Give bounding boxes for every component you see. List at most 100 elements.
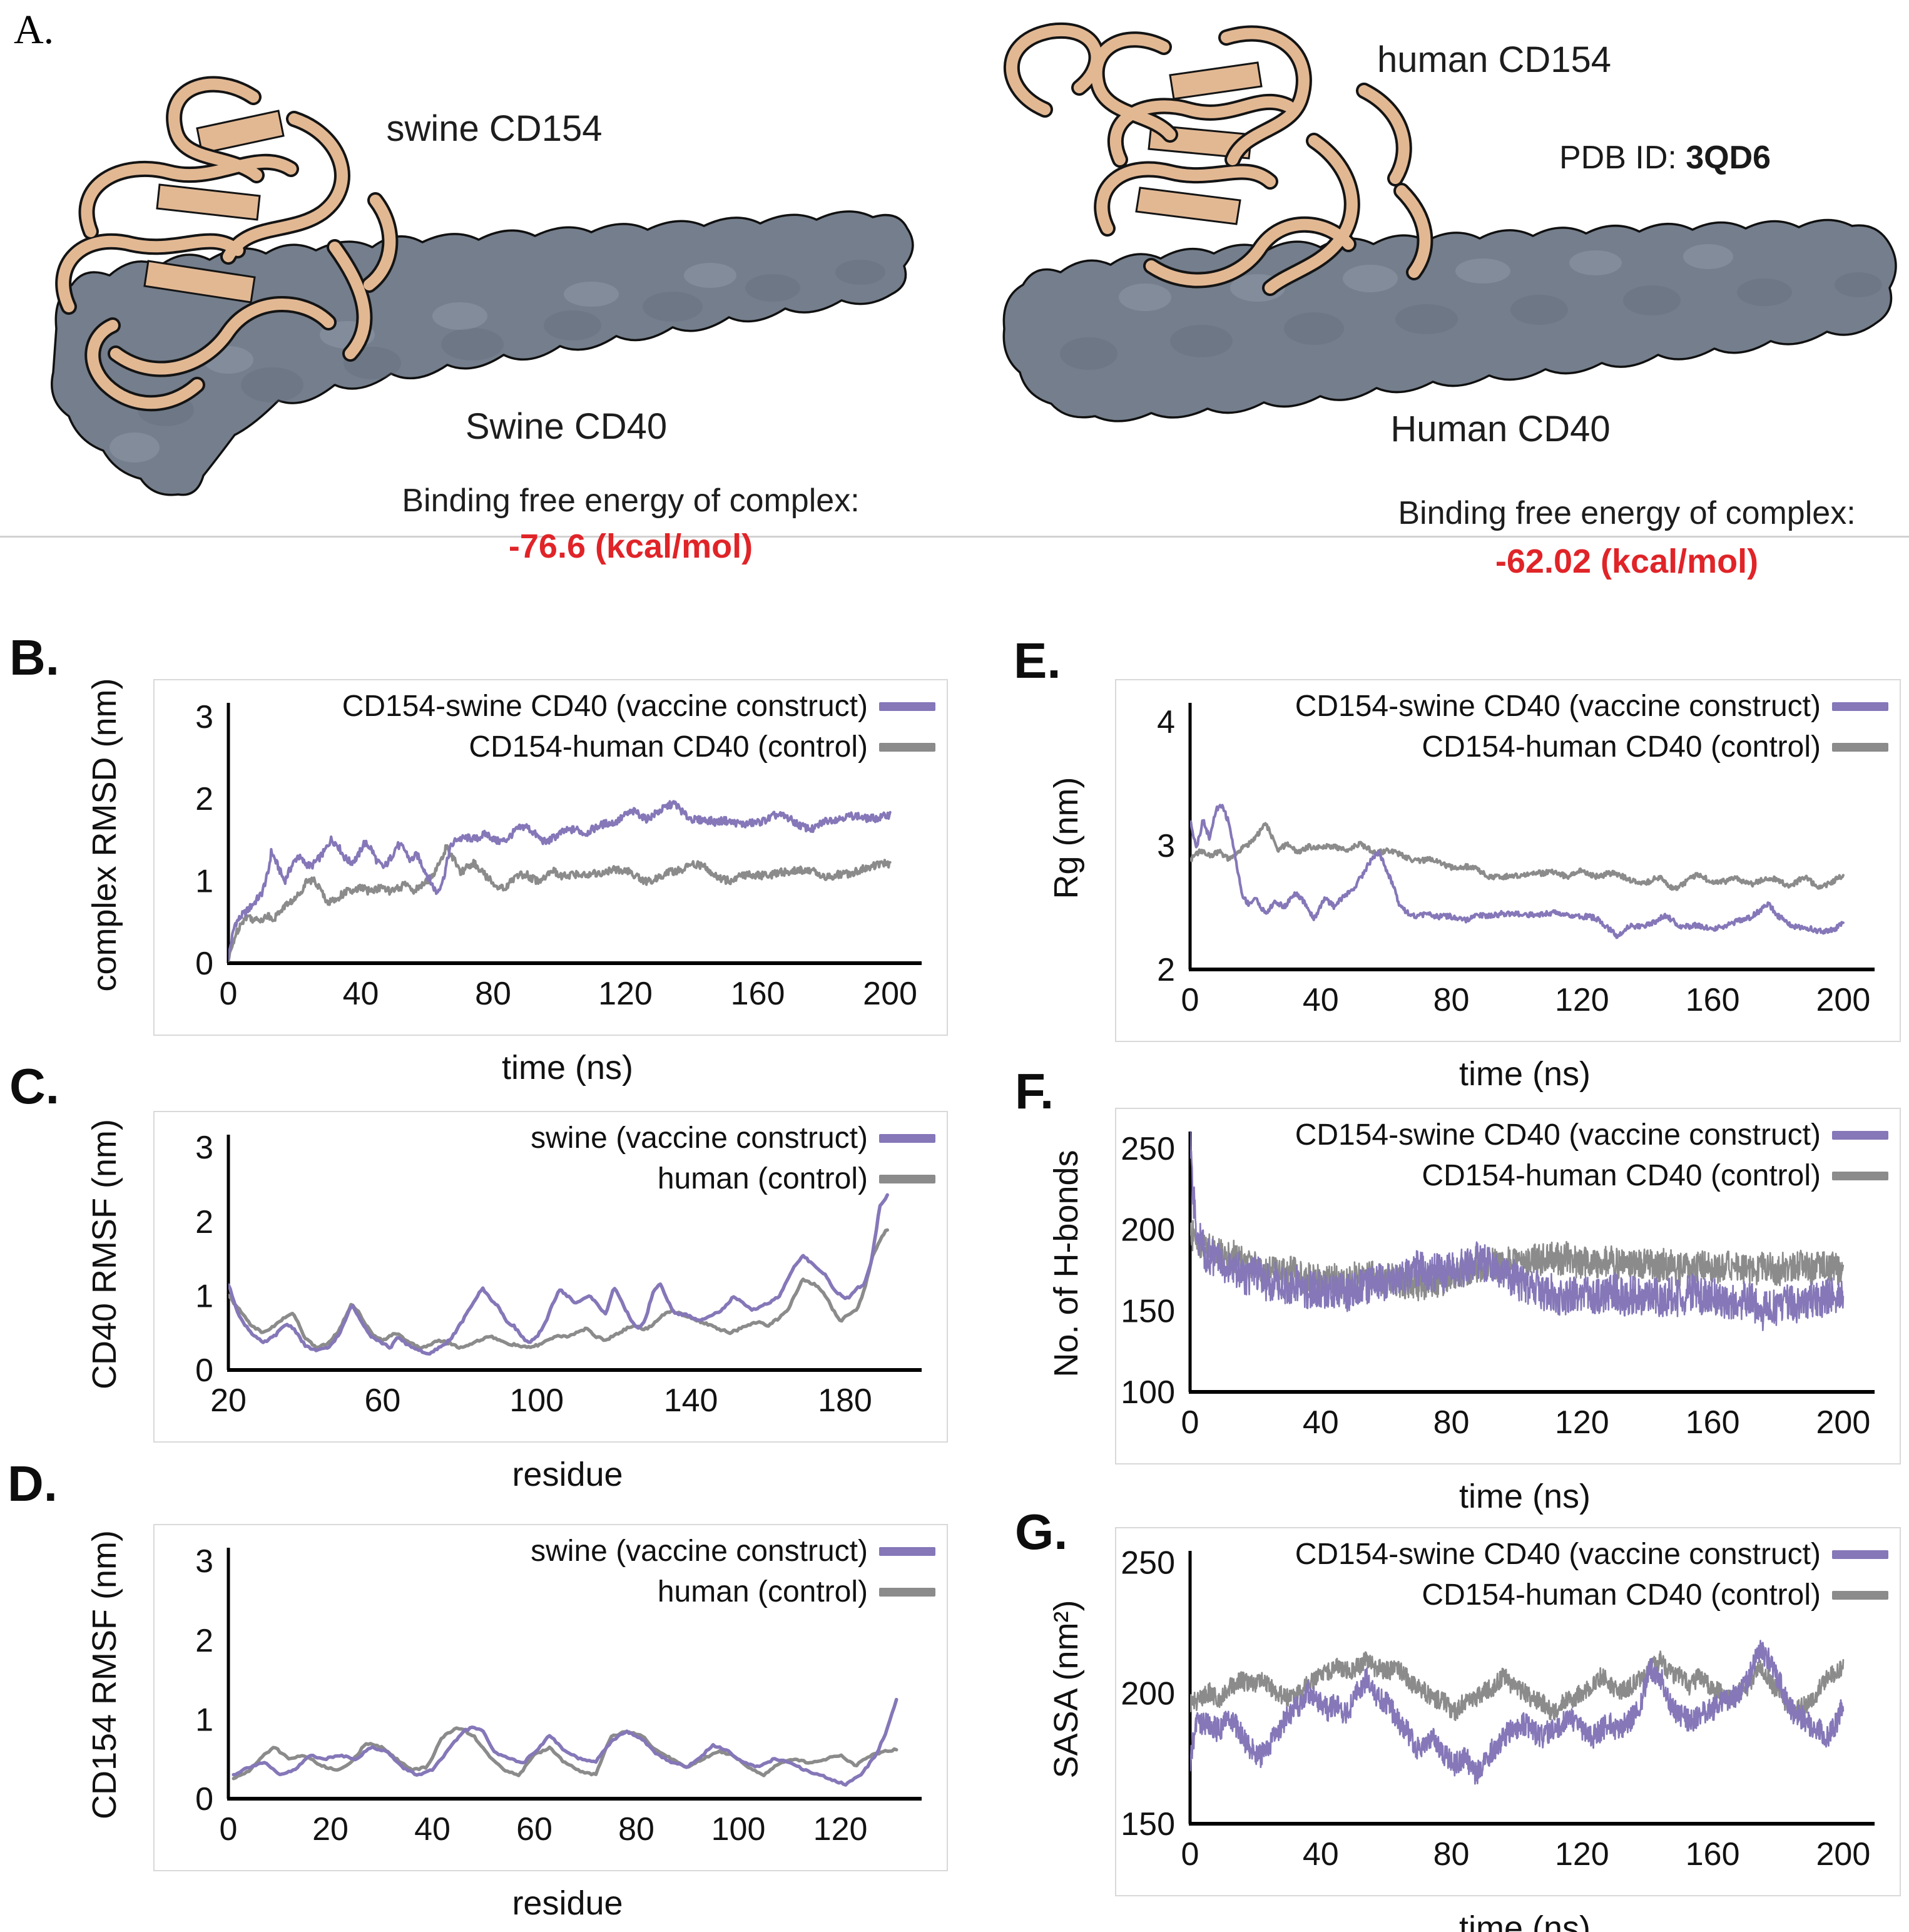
ribbon-tube-fill — [1221, 28, 1310, 165]
y-tick-label: 3 — [195, 1543, 213, 1580]
panel-d-letter: D. — [8, 1456, 58, 1511]
chart-rg: Rg (nm) 2 3 4 0 40 80 120 160 200 CD154-swine CD… — [1047, 679, 1901, 1093]
pdb-id-label: PDB ID: 3QD6 — [1559, 139, 1771, 176]
x-axis-title: time (ns) — [1458, 1909, 1591, 1932]
legend-swatch — [1832, 742, 1888, 752]
x-tick-label: 0 — [1181, 982, 1199, 1018]
y-tick-label: 3 — [195, 699, 213, 735]
legend-label: CD154-swine CD40 (vaccine construct) — [1295, 1538, 1821, 1571]
x-tick-label: 80 — [475, 976, 511, 1012]
y-axis-title: CD154 RMSF (nm) — [86, 1530, 123, 1820]
ribbon-tube-fill — [87, 320, 203, 409]
swine-cd154-label: swine CD154 — [386, 108, 603, 149]
y-tick-label: 0 — [195, 1352, 213, 1389]
human-complex-illustration — [1002, 22, 1897, 422]
ribbon-tube-fill — [329, 242, 370, 359]
plot-area: 0 1 2 3 20 60 100 140 180 — [195, 1130, 922, 1419]
legend-item: CD154-human CD40 (control) — [1422, 1158, 1888, 1193]
x-tick-label: 120 — [1555, 1404, 1609, 1441]
y-tick-label: 250 — [1121, 1131, 1175, 1167]
legend-label: human (control) — [657, 1575, 868, 1608]
binding-energy-caption-right: Binding free energy of complex: — [1398, 495, 1856, 531]
x-tick-label: 200 — [1816, 1836, 1871, 1873]
x-tick-label: 160 — [1686, 1404, 1740, 1441]
series-line-control — [232, 1726, 899, 1781]
ribbon-tube-fill — [1146, 218, 1354, 286]
legend-item: CD154-swine CD40 (vaccine construct) — [1295, 1118, 1888, 1152]
x-tick-label: 80 — [1433, 1836, 1470, 1873]
panel-a-letter: A. — [14, 7, 54, 53]
swine-complex-illustration — [51, 76, 914, 496]
legend-swatch — [879, 702, 935, 711]
legend-label: CD154-human CD40 (control) — [1422, 1159, 1821, 1192]
x-tick-label: 0 — [220, 1811, 238, 1848]
x-tick-label: 0 — [220, 976, 238, 1012]
series-line-vaccine — [232, 1697, 899, 1787]
x-tick-label: 160 — [1686, 982, 1740, 1018]
legend-item: CD154-swine CD40 (vaccine construct) — [1295, 689, 1888, 723]
divider-line — [0, 536, 1909, 538]
x-tick-label: 120 — [1555, 1836, 1609, 1873]
y-tick-label: 200 — [1121, 1212, 1175, 1249]
y-tick-label: 0 — [195, 1781, 213, 1817]
ribbon-tube-fill — [1096, 163, 1276, 234]
legend-swatch — [879, 1546, 935, 1556]
x-tick-label: 120 — [598, 976, 653, 1012]
binding-energy-value-right: -62.02 (kcal/mol) — [1495, 543, 1759, 580]
legend-item: CD154-swine CD40 (vaccine construct) — [342, 689, 935, 723]
y-tick-label: 2 — [195, 781, 213, 817]
panel-g-letter: G. — [1015, 1504, 1068, 1560]
legend-item: CD154-swine CD40 (vaccine construct) — [1295, 1537, 1888, 1572]
legend-item: CD154-human CD40 (control) — [1422, 730, 1888, 764]
y-tick-label: 3 — [195, 1130, 213, 1166]
x-tick-label: 60 — [364, 1383, 400, 1419]
human-cd40-surface-lumps — [1060, 244, 1882, 370]
y-tick-label: 150 — [1121, 1806, 1175, 1843]
series-line-vaccine — [1190, 804, 1845, 939]
legend: CD154-swine CD40 (vaccine construct) CD15… — [1295, 689, 1888, 764]
x-tick-label: 100 — [711, 1811, 766, 1848]
x-tick-label: 160 — [731, 976, 785, 1012]
x-tick-label: 100 — [509, 1383, 564, 1419]
ribbon-tube-fill — [1110, 96, 1295, 165]
x-axis-title: residue — [512, 1456, 623, 1493]
x-tick-label: 180 — [818, 1383, 872, 1419]
pdb-id-prefix: PDB ID: — [1559, 140, 1686, 176]
pdb-id-value: 3QD6 — [1686, 140, 1771, 176]
chart-sasa: SASA (nm²) 150 200 250 0 40 80 120 160 200 CD154… — [1047, 1527, 1901, 1932]
legend-item: human (control) — [658, 1162, 935, 1196]
y-axis-title: CD40 RMSF (nm) — [86, 1118, 123, 1390]
legend-item: CD154-human CD40 (control) — [1422, 1578, 1888, 1612]
y-tick-label: 2 — [1157, 952, 1175, 988]
ribbon-tube-fill — [1358, 85, 1410, 184]
x-tick-label: 40 — [1303, 1836, 1339, 1873]
legend-label: CD154-swine CD40 (vaccine construct) — [1295, 690, 1821, 723]
y-tick-label: 100 — [1121, 1374, 1175, 1411]
ribbon-tube-fill — [110, 298, 334, 375]
legend-label: swine (vaccine construct) — [531, 1535, 868, 1568]
x-tick-label: 40 — [1303, 982, 1339, 1018]
human-cd154-ribbon-shape — [1003, 22, 1433, 296]
ribbon-tube-fill — [1265, 135, 1358, 294]
x-tick-label: 0 — [1181, 1404, 1199, 1441]
ribbon-tube-fill — [168, 78, 262, 181]
panel-c-letter: C. — [9, 1058, 59, 1114]
swine-cd40-label: Swine CD40 — [465, 406, 668, 447]
legend: CD154-swine CD40 (vaccine construct) CD15… — [1295, 1118, 1888, 1193]
chart-complex-rmsd: complex RMSD (nm) 0 1 2 3 0 40 80 120 160 200 CD1… — [86, 678, 948, 1086]
legend-label: CD154-human CD40 (control) — [1422, 1578, 1821, 1612]
x-tick-label: 40 — [414, 1811, 451, 1848]
x-tick-label: 20 — [312, 1811, 349, 1848]
panel-b-letter: B. — [9, 630, 59, 685]
plot-area: 0 1 2 3 0 20 40 60 80 100 120 — [195, 1543, 922, 1848]
swine-cd154-ribbon-shape — [55, 76, 399, 412]
x-tick-label: 160 — [1686, 1836, 1740, 1873]
x-tick-label: 0 — [1181, 1836, 1199, 1873]
x-tick-label: 60 — [516, 1811, 552, 1848]
legend-item: CD154-human CD40 (control) — [469, 730, 935, 764]
x-tick-label: 120 — [1555, 982, 1609, 1018]
legend: CD154-swine CD40 (vaccine construct) CD15… — [1295, 1537, 1888, 1612]
y-axis-title: SASA (nm²) — [1047, 1600, 1085, 1779]
legend-swatch — [1832, 702, 1888, 711]
